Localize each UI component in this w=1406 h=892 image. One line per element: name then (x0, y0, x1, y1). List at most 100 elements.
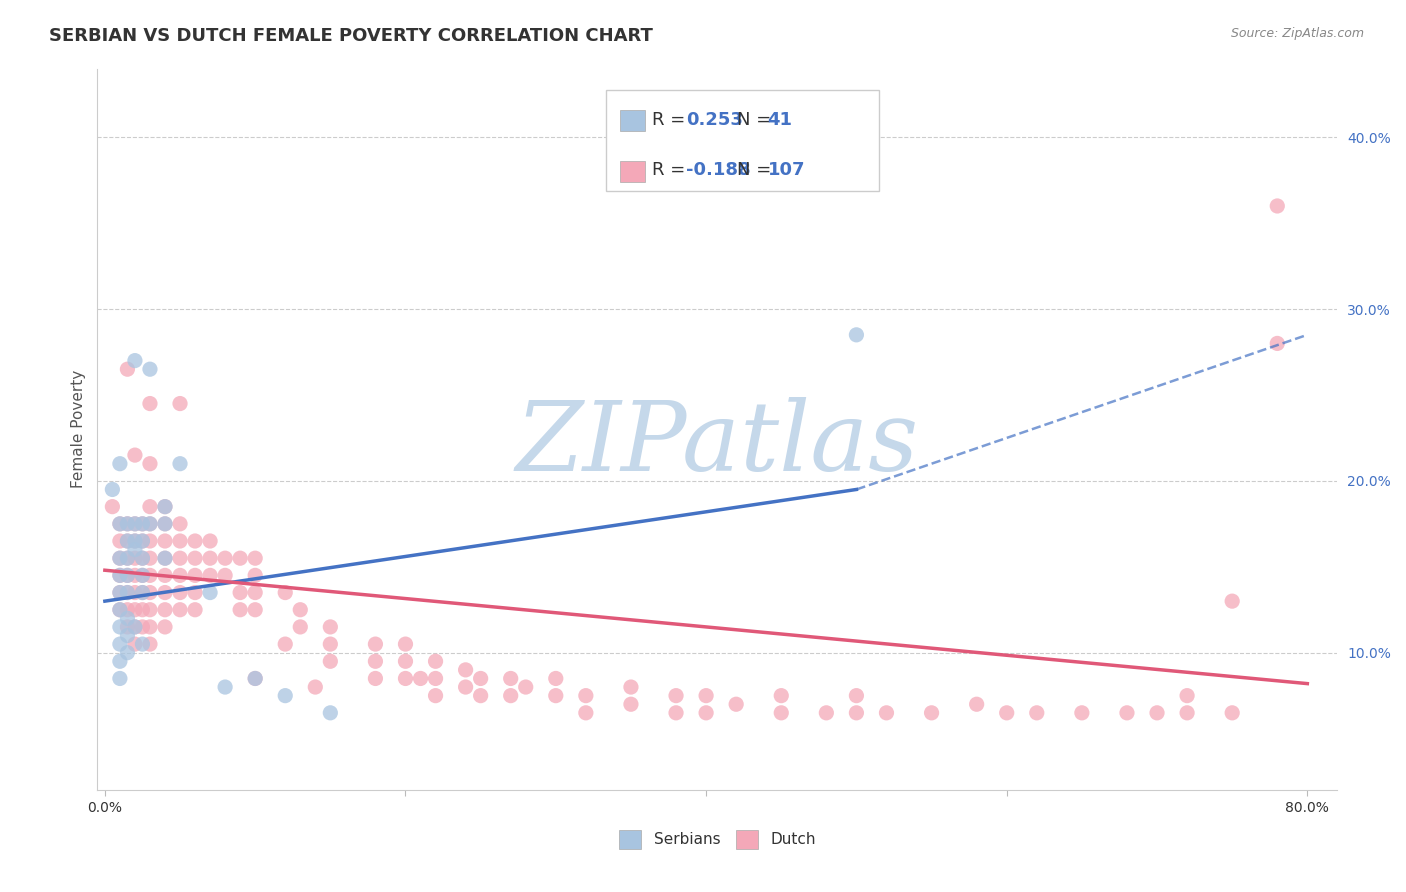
Point (544, 672, 567, 686)
Point (124, 542, 146, 557)
Point (1220, 706, 1243, 720)
Point (117, 516, 139, 531)
Point (274, 585, 297, 599)
Point (117, 628, 139, 642)
Point (319, 706, 342, 720)
Point (153, 620, 176, 634)
Point (575, 706, 598, 720)
Text: -0.188: -0.188 (686, 161, 751, 179)
Point (117, 534, 139, 549)
Point (153, 603, 176, 617)
Point (117, 362, 139, 376)
Point (131, 516, 153, 531)
Point (364, 672, 387, 686)
Point (725, 698, 748, 712)
Point (169, 516, 191, 531)
Point (665, 689, 688, 703)
Point (131, 637, 153, 651)
Point (131, 603, 153, 617)
Point (1265, 199, 1288, 213)
Text: 41: 41 (768, 111, 793, 128)
Point (499, 672, 522, 686)
Point (243, 672, 266, 686)
Point (108, 603, 131, 617)
Point (1220, 594, 1243, 608)
Point (425, 689, 447, 703)
Point (875, 706, 897, 720)
Point (620, 680, 643, 694)
Point (845, 327, 868, 342)
Point (139, 500, 162, 514)
Text: R =: R = (652, 161, 692, 179)
Point (1175, 706, 1198, 720)
Point (108, 516, 131, 531)
Point (409, 672, 432, 686)
Point (153, 551, 176, 566)
Point (515, 680, 537, 694)
Point (117, 551, 139, 566)
Point (131, 585, 153, 599)
Point (454, 663, 477, 677)
Point (169, 457, 191, 471)
Point (131, 551, 153, 566)
Point (274, 637, 297, 651)
Point (319, 637, 342, 651)
Point (124, 534, 146, 549)
Point (139, 620, 162, 634)
Point (153, 585, 176, 599)
Point (153, 516, 176, 531)
Point (214, 680, 236, 694)
Point (108, 551, 131, 566)
Point (153, 568, 176, 582)
Point (198, 568, 221, 582)
Point (139, 516, 162, 531)
Point (108, 585, 131, 599)
Point (131, 620, 153, 634)
Point (117, 585, 139, 599)
Point (124, 551, 146, 566)
Point (108, 551, 131, 566)
Point (108, 585, 131, 599)
Point (131, 551, 153, 566)
Point (139, 585, 162, 599)
Point (454, 680, 477, 694)
Point (1175, 689, 1198, 703)
Point (108, 457, 131, 471)
Point (770, 689, 793, 703)
Point (544, 689, 567, 703)
Point (139, 551, 162, 566)
Point (131, 585, 153, 599)
Point (214, 568, 236, 582)
Point (1146, 706, 1168, 720)
Point (470, 689, 492, 703)
Point (124, 448, 146, 462)
Point (117, 603, 139, 617)
Point (319, 620, 342, 634)
Point (124, 637, 146, 651)
Point (1070, 706, 1092, 720)
Point (198, 534, 221, 549)
Point (770, 706, 793, 720)
Point (124, 620, 146, 634)
Point (695, 706, 717, 720)
Point (290, 620, 312, 634)
Point (274, 689, 297, 703)
Point (139, 396, 162, 410)
Point (620, 698, 643, 712)
Point (139, 534, 162, 549)
Point (394, 637, 416, 651)
Point (425, 672, 447, 686)
Point (139, 516, 162, 531)
Point (169, 551, 191, 566)
Point (499, 689, 522, 703)
Point (966, 698, 988, 712)
Point (117, 516, 139, 531)
Y-axis label: Female Poverty: Female Poverty (72, 370, 86, 489)
Text: Source: ZipAtlas.com: Source: ZipAtlas.com (1230, 27, 1364, 40)
Point (108, 568, 131, 582)
Point (845, 689, 868, 703)
Point (695, 689, 717, 703)
Point (131, 568, 153, 582)
Point (139, 362, 162, 376)
Point (995, 706, 1018, 720)
